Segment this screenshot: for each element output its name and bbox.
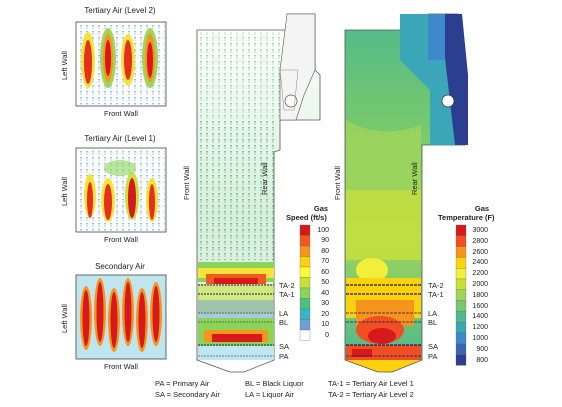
side-panel-ta2-plot	[75, 21, 167, 107]
side-panel-ta1-plot	[75, 147, 167, 233]
temp-legend-title-2: Temperature (F)	[438, 213, 495, 222]
temp-level-label: TA-2	[428, 281, 444, 290]
speed-legend-value-label: 40	[321, 289, 329, 297]
speed-level-label: TA-2	[279, 281, 295, 290]
side-panel-bottom-label-ta2: Front Wall	[104, 109, 138, 118]
temp-level-label: PA	[428, 352, 438, 361]
side-panel-title-ta1: Tertiary Air (Level 1)	[84, 134, 156, 143]
temp-legend-value-label: 2000	[472, 280, 488, 288]
speed-front-wall-label: Front Wall	[182, 166, 191, 200]
temp-legend-value-label: 900	[476, 345, 488, 353]
side-panel-bottom-label-sa: Front Wall	[104, 362, 138, 371]
speed-legend-value-label: 0	[325, 331, 329, 339]
temp-legend-value-label: 1000	[472, 334, 488, 342]
temp-furnace-diagram	[344, 13, 468, 373]
speed-legend-colorbar	[299, 224, 311, 341]
footnote-pa: PA = Primary Air	[155, 379, 210, 388]
speed-legend-value-label: 60	[321, 268, 329, 276]
temp-front-wall-label: Front Wall	[333, 166, 342, 200]
temp-legend-value-label: 2800	[472, 237, 488, 245]
speed-legend-value-label: 80	[321, 247, 329, 255]
speed-legend-value-label: 20	[321, 310, 329, 318]
speed-legend-value-label: 70	[321, 258, 329, 266]
speed-legend-value-label: 100	[317, 226, 329, 234]
side-panel-left-label-sa: Left Wall	[60, 304, 69, 333]
temp-level-label: TA-1	[428, 290, 444, 299]
side-panel-bottom-label-ta1: Front Wall	[104, 235, 138, 244]
side-panel-left-label-ta1: Left Wall	[60, 177, 69, 206]
footnote-la: LA = Liquor Air	[245, 390, 294, 399]
temp-legend-value-label: 1200	[472, 324, 488, 332]
temp-level-label: SA	[428, 342, 439, 351]
temp-legend-value-label: 3000	[472, 226, 488, 234]
temp-legend-colorbar	[455, 224, 467, 366]
temp-legend-value-label: 1800	[472, 291, 488, 299]
speed-legend-value-label: 30	[321, 300, 329, 308]
temp-level-label: BL	[428, 318, 438, 327]
temp-legend-value-label: 1400	[472, 313, 488, 321]
speed-level-label: LA	[279, 309, 289, 318]
side-panel-title-ta2: Tertiary Air (Level 2)	[84, 6, 156, 15]
footnote-ta2: TA-2 = Tertiary Air Level 2	[328, 390, 414, 399]
temp-legend-title-1: Gas	[474, 204, 490, 213]
temp-legend-value-label: 2600	[472, 248, 488, 256]
side-panel-title-sa: Secondary Air	[95, 262, 145, 271]
temp-legend-value-label: 800	[476, 356, 488, 364]
temp-level-label: LA	[428, 309, 438, 318]
speed-level-label: SA	[279, 342, 290, 351]
temp-rear-wall-label: Rear Wall	[410, 162, 419, 195]
speed-level-label: PA	[279, 352, 289, 361]
speed-level-label: TA-1	[279, 290, 295, 299]
speed-legend-swatch	[299, 329, 311, 341]
footnote-sa: SA = Secondary Air	[155, 390, 220, 399]
footnote-ta1: TA-1 = Tertiary Air Level 1	[328, 379, 414, 388]
speed-furnace-diagram	[196, 13, 321, 373]
speed-rear-wall-label: Rear Wall	[260, 162, 269, 195]
speed-legend-value-label: 50	[321, 279, 329, 287]
speed-legend-value-label: 10	[321, 321, 329, 329]
temp-legend-value-label: 1600	[472, 302, 488, 310]
side-panel-sa-plot	[75, 274, 167, 360]
speed-level-label: BL	[279, 318, 289, 327]
speed-legend-value-label: 90	[321, 237, 329, 245]
temp-legend-value-label: 2400	[472, 259, 488, 267]
speed-legend-title-1: Gas	[313, 204, 329, 213]
side-panel-left-label-ta2: Left Wall	[60, 51, 69, 80]
speed-legend-title-2: Speed (ft/s)	[286, 213, 327, 222]
temp-legend-swatch	[455, 354, 467, 366]
temp-legend-value-label: 2200	[472, 270, 488, 278]
footnote-bl: BL = Black Liquor	[245, 379, 304, 388]
